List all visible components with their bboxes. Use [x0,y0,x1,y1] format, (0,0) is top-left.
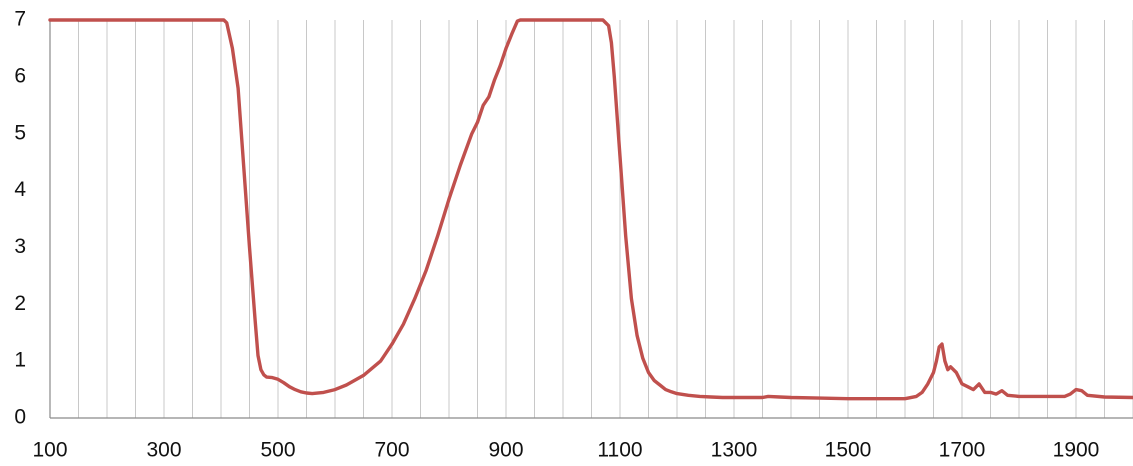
x-tick-label: 1900 [1053,439,1100,462]
series-layer [48,18,1133,401]
y-tick-label: 5 [14,121,26,144]
x-tick-label: 1100 [597,439,642,462]
y-tick-label: 7 [14,8,26,31]
axes [49,20,1133,419]
y-tick-label: 4 [14,178,26,201]
x-tick-label: 1300 [711,439,758,462]
y-tick-label: 3 [14,235,26,258]
x-tick-labels: 100 300 500 700 900 1100 1300 1500 1700 1900 [32,439,1099,462]
x-tick-label: 1700 [939,439,986,462]
y-tick-label: 6 [14,64,26,87]
x-tick-label: 300 [146,439,181,462]
x-tick-label: 100 [32,439,67,462]
x-tick-label: 700 [374,439,409,462]
y-tick-label: 0 [14,406,26,429]
y-tick-label: 2 [14,292,26,315]
x-tick-label: 500 [260,439,295,462]
series-line-0 [48,18,1133,401]
y-tick-labels: 0 1 2 3 4 5 6 7 [14,8,26,429]
y-tick-label: 1 [14,349,26,372]
gridlines [78,20,1133,418]
x-tick-label: 1500 [825,439,872,462]
x-tick-label: 900 [488,439,523,462]
